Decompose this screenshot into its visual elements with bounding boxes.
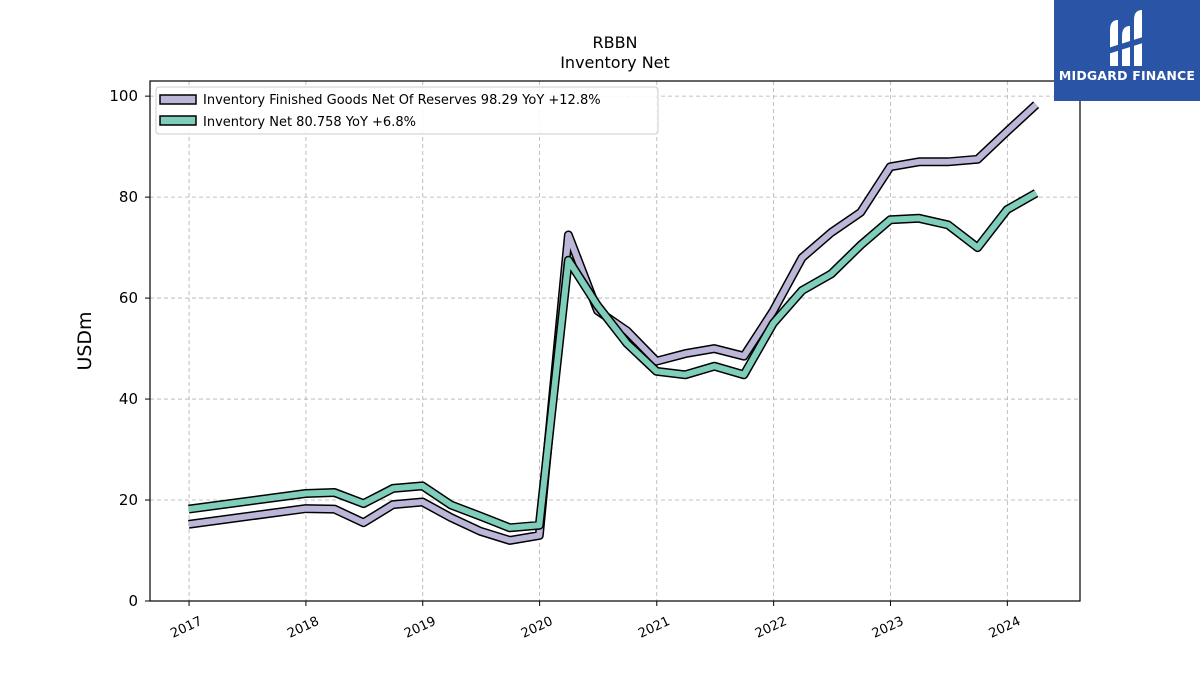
y-tick-label: 60 (119, 289, 138, 307)
x-tick-label: 2022 (753, 614, 789, 642)
y-tick-label: 80 (119, 188, 138, 206)
x-tick-label: 2023 (870, 614, 906, 642)
midgard-logo: MIDGARD FINANCE (1054, 0, 1200, 101)
chart-title: RBBN (592, 33, 637, 52)
series-line-inventory-net (188, 190, 1038, 531)
y-axis: 0 20 40 60 80 100 (109, 87, 150, 610)
x-tick-label: 2021 (636, 614, 672, 642)
logo-text: MIDGARD FINANCE (1058, 68, 1196, 83)
series-layer (188, 101, 1040, 545)
y-tick-label: 20 (119, 491, 138, 509)
x-axis: 2017 2018 2019 2020 2021 2022 2023 2024 (168, 601, 1023, 642)
x-tick-label: 2020 (519, 614, 555, 642)
series-line-finished-goods (188, 102, 1039, 544)
legend-swatch-finished-goods (159, 94, 197, 105)
y-tick-label: 0 (128, 592, 138, 610)
series-outline-inventory-net (188, 189, 1039, 533)
x-tick-label: 2017 (168, 614, 204, 642)
legend-box (155, 86, 659, 135)
x-tick-label: 2018 (285, 614, 321, 642)
y-tick-label: 100 (109, 87, 138, 105)
legend: Inventory Finished Goods Net Of Reserves… (155, 86, 659, 135)
legend-swatch-inventory-net (159, 115, 197, 126)
y-axis-label: USDm (74, 311, 96, 370)
y-tick-label: 40 (119, 390, 138, 408)
plot-frame (149, 80, 1081, 602)
chart-subtitle: Inventory Net (560, 53, 670, 72)
midgard-logo-icon (1108, 10, 1146, 66)
legend-label-finished-goods: Inventory Finished Goods Net Of Reserves… (203, 93, 601, 108)
grid (150, 81, 1080, 602)
legend-label-inventory-net: Inventory Net 80.758 YoY +6.8% (203, 115, 416, 130)
x-tick-label: 2019 (402, 614, 438, 642)
x-tick-label: 2024 (987, 614, 1023, 642)
